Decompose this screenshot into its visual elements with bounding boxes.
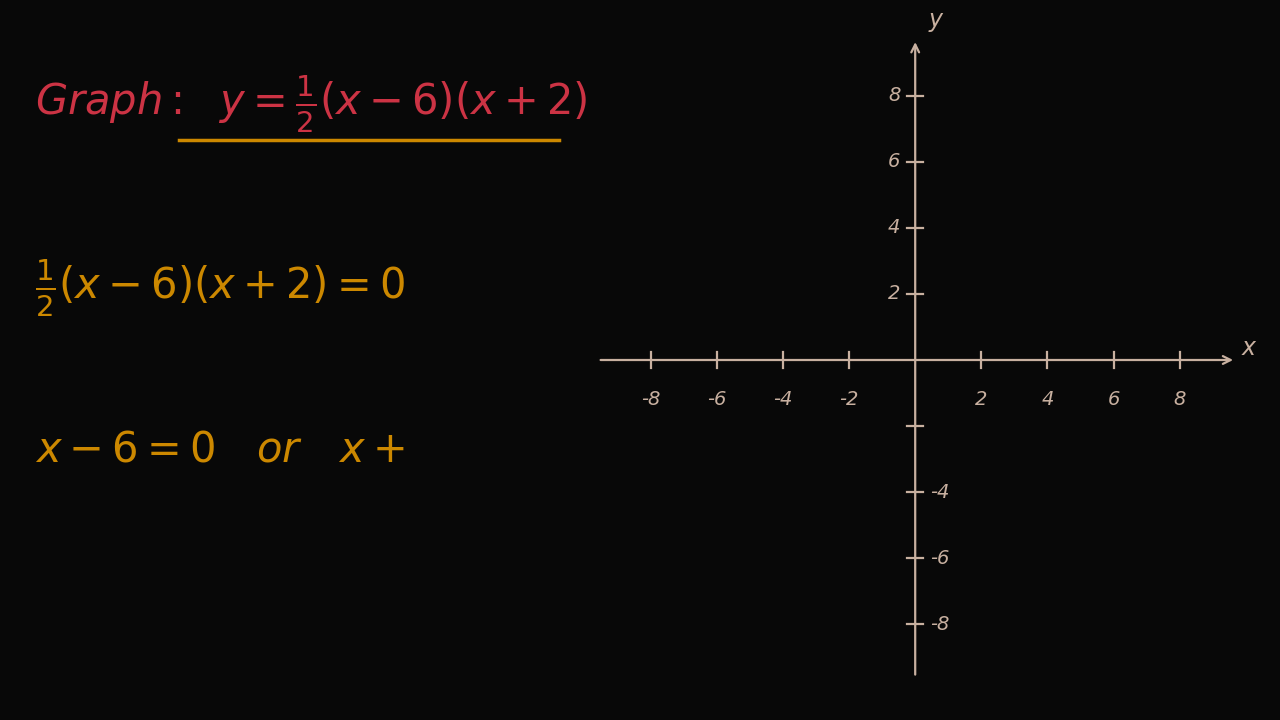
Text: 4: 4	[1041, 390, 1053, 409]
Text: -4: -4	[931, 482, 950, 502]
Text: -8: -8	[931, 615, 950, 634]
Text: 6: 6	[1107, 390, 1120, 409]
Text: 2: 2	[975, 390, 987, 409]
Text: -2: -2	[840, 390, 859, 409]
Text: -6: -6	[707, 390, 727, 409]
Text: $\it{y}$: $\it{y}$	[928, 10, 945, 35]
Text: $\it{\frac{1}{2}(x-6)(x+2) = 0}$: $\it{\frac{1}{2}(x-6)(x+2) = 0}$	[36, 258, 406, 318]
Text: -4: -4	[773, 390, 792, 409]
Text: 8: 8	[888, 86, 900, 105]
Text: 4: 4	[888, 218, 900, 238]
Text: 6: 6	[888, 152, 900, 171]
Text: $\it{Graph{:}\ \ y = \frac{1}{2}(x-6)(x+2)}$: $\it{Graph{:}\ \ y = \frac{1}{2}(x-6)(x+…	[36, 74, 588, 135]
Text: -8: -8	[641, 390, 660, 409]
Text: $\it{x}$: $\it{x}$	[1240, 336, 1258, 361]
Text: 2: 2	[888, 284, 900, 303]
Text: 8: 8	[1174, 390, 1185, 409]
Text: $\it{x - 6 = 0\ \ \ or\ \ \ x+}$: $\it{x - 6 = 0\ \ \ or\ \ \ x+}$	[36, 429, 404, 471]
Text: -6: -6	[931, 549, 950, 568]
